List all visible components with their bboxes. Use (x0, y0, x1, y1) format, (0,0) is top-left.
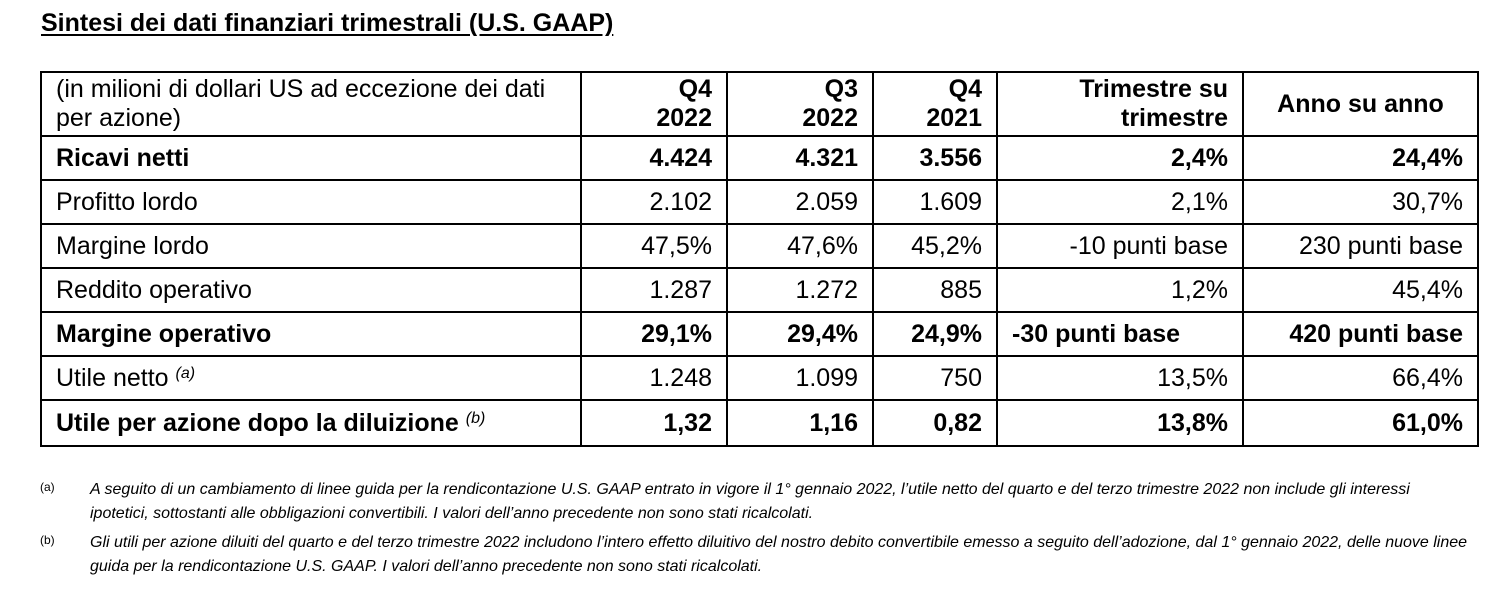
table-cell: 420 punti base (1242, 311, 1479, 357)
table-cell: 750 (872, 355, 998, 401)
table-cell: 1.272 (726, 267, 874, 313)
table-row: Utile netto (a) 1.248 1.099 750 13,5% 66,4% (40, 355, 1479, 401)
table-cell: 1.248 (580, 355, 728, 401)
table-row: Reddito operativo 1.287 1.272 885 1,2% 45,4% (40, 267, 1479, 313)
footnote-mark: (a) (40, 480, 55, 494)
column-header-q3-2022-year: 2022 (802, 104, 858, 132)
row-label: Reddito operativo (40, 267, 582, 313)
footnote-text: A seguito di un cambiamento di linee gui… (90, 481, 1410, 522)
column-header-q4-2021-quarter: Q4 (948, 75, 982, 103)
column-header-q4-2021: Q4 2021 (872, 71, 998, 137)
column-header-q3-2022: Q3 2022 (726, 71, 874, 137)
table-cell: 4.424 (580, 135, 728, 181)
table-cell: 24,9% (872, 311, 998, 357)
table-cell: 0,82 (872, 399, 998, 447)
footnote: (b) Gli utili per azione diluiti del quar… (40, 531, 1470, 579)
footnote-reference: (a) (175, 365, 196, 382)
table-cell: -10 punti base (996, 223, 1244, 269)
table-cell: 47,6% (726, 223, 874, 269)
table-cell: 1.287 (580, 267, 728, 313)
table-cell: 1.609 (872, 179, 998, 225)
financial-summary-table: (in milioni di dollari US ad eccezione d… (40, 71, 1479, 447)
table-cell: 29,1% (580, 311, 728, 357)
footnote-mark: (b) (40, 533, 55, 547)
table-cell: 24,4% (1242, 135, 1479, 181)
footnote-text: Gli utili per azione diluiti del quarto … (90, 534, 1468, 575)
column-header-qoq: Trimestre su trimestre (996, 71, 1244, 137)
row-label-text: Utile per azione dopo la diluizione (56, 409, 459, 437)
table-cell: 4.321 (726, 135, 874, 181)
units-description: (in milioni di dollari US ad eccezione d… (40, 71, 582, 137)
table-cell: 1,2% (996, 267, 1244, 313)
table-row: Ricavi netti 4.424 4.321 3.556 2,4% 24,4% (40, 135, 1479, 181)
table-row: Margine lordo 47,5% 47,6% 45,2% -10 punti ba… (40, 223, 1479, 269)
table-cell: -30 punti base (996, 311, 1244, 357)
footnote: (a) A seguito di un cambiamento di linee … (40, 478, 1470, 526)
table-cell: 230 punti base (1242, 223, 1479, 269)
column-header-q4-2021-year: 2021 (926, 104, 982, 132)
table-cell: 66,4% (1242, 355, 1479, 401)
table-cell: 3.556 (872, 135, 998, 181)
row-label-text: Margine operativo (56, 320, 272, 348)
column-header-q4-2022: Q4 2022 (580, 71, 728, 137)
table-cell: 61,0% (1242, 399, 1479, 447)
column-header-qoq-line1: Trimestre su (1079, 75, 1228, 103)
table-row: Profitto lordo 2.102 2.059 1.609 2,1% 30,7% (40, 179, 1479, 225)
table-cell: 29,4% (726, 311, 874, 357)
column-header-qoq-line2: trimestre (1121, 104, 1228, 132)
row-label-text: Utile netto (56, 364, 169, 392)
column-header-q4-2022-year: 2022 (656, 104, 712, 132)
table-cell: 13,5% (996, 355, 1244, 401)
row-label: Utile netto (a) (40, 355, 582, 401)
footnotes: (a) A seguito di un cambiamento di linee … (40, 478, 1470, 584)
row-label: Margine lordo (40, 223, 582, 269)
table-row: Utile per azione dopo la diluizione (b) 1… (40, 399, 1479, 447)
column-header-q4-2022-quarter: Q4 (678, 75, 712, 103)
row-label-text: Margine lordo (56, 232, 209, 260)
column-header-q3-2022-quarter: Q3 (824, 75, 858, 103)
table-cell: 2,4% (996, 135, 1244, 181)
row-label: Ricavi netti (40, 135, 582, 181)
row-label: Utile per azione dopo la diluizione (b) (40, 399, 582, 447)
row-label: Margine operativo (40, 311, 582, 357)
table-cell: 45,4% (1242, 267, 1479, 313)
table-cell: 1.099 (726, 355, 874, 401)
table-cell: 2.059 (726, 179, 874, 225)
table-cell: 885 (872, 267, 998, 313)
table-cell: 47,5% (580, 223, 728, 269)
table-cell: 2,1% (996, 179, 1244, 225)
column-header-yoy: Anno su anno (1242, 71, 1479, 137)
table-header-row: (in milioni di dollari US ad eccezione d… (40, 71, 1479, 137)
table-cell: 2.102 (580, 179, 728, 225)
table-row: Margine operativo 29,1% 29,4% 24,9% -30 punt… (40, 311, 1479, 357)
table-cell: 30,7% (1242, 179, 1479, 225)
footnote-reference: (b) (465, 410, 486, 427)
row-label: Profitto lordo (40, 179, 582, 225)
table-cell: 1,16 (726, 399, 874, 447)
table-cell: 45,2% (872, 223, 998, 269)
table-cell: 1,32 (580, 399, 728, 447)
row-label-text: Reddito operativo (56, 276, 252, 304)
row-label-text: Ricavi netti (56, 144, 190, 172)
document-title: Sintesi dei dati finanziari trimestrali … (41, 9, 614, 37)
table-cell: 13,8% (996, 399, 1244, 447)
row-label-text: Profitto lordo (56, 188, 198, 216)
